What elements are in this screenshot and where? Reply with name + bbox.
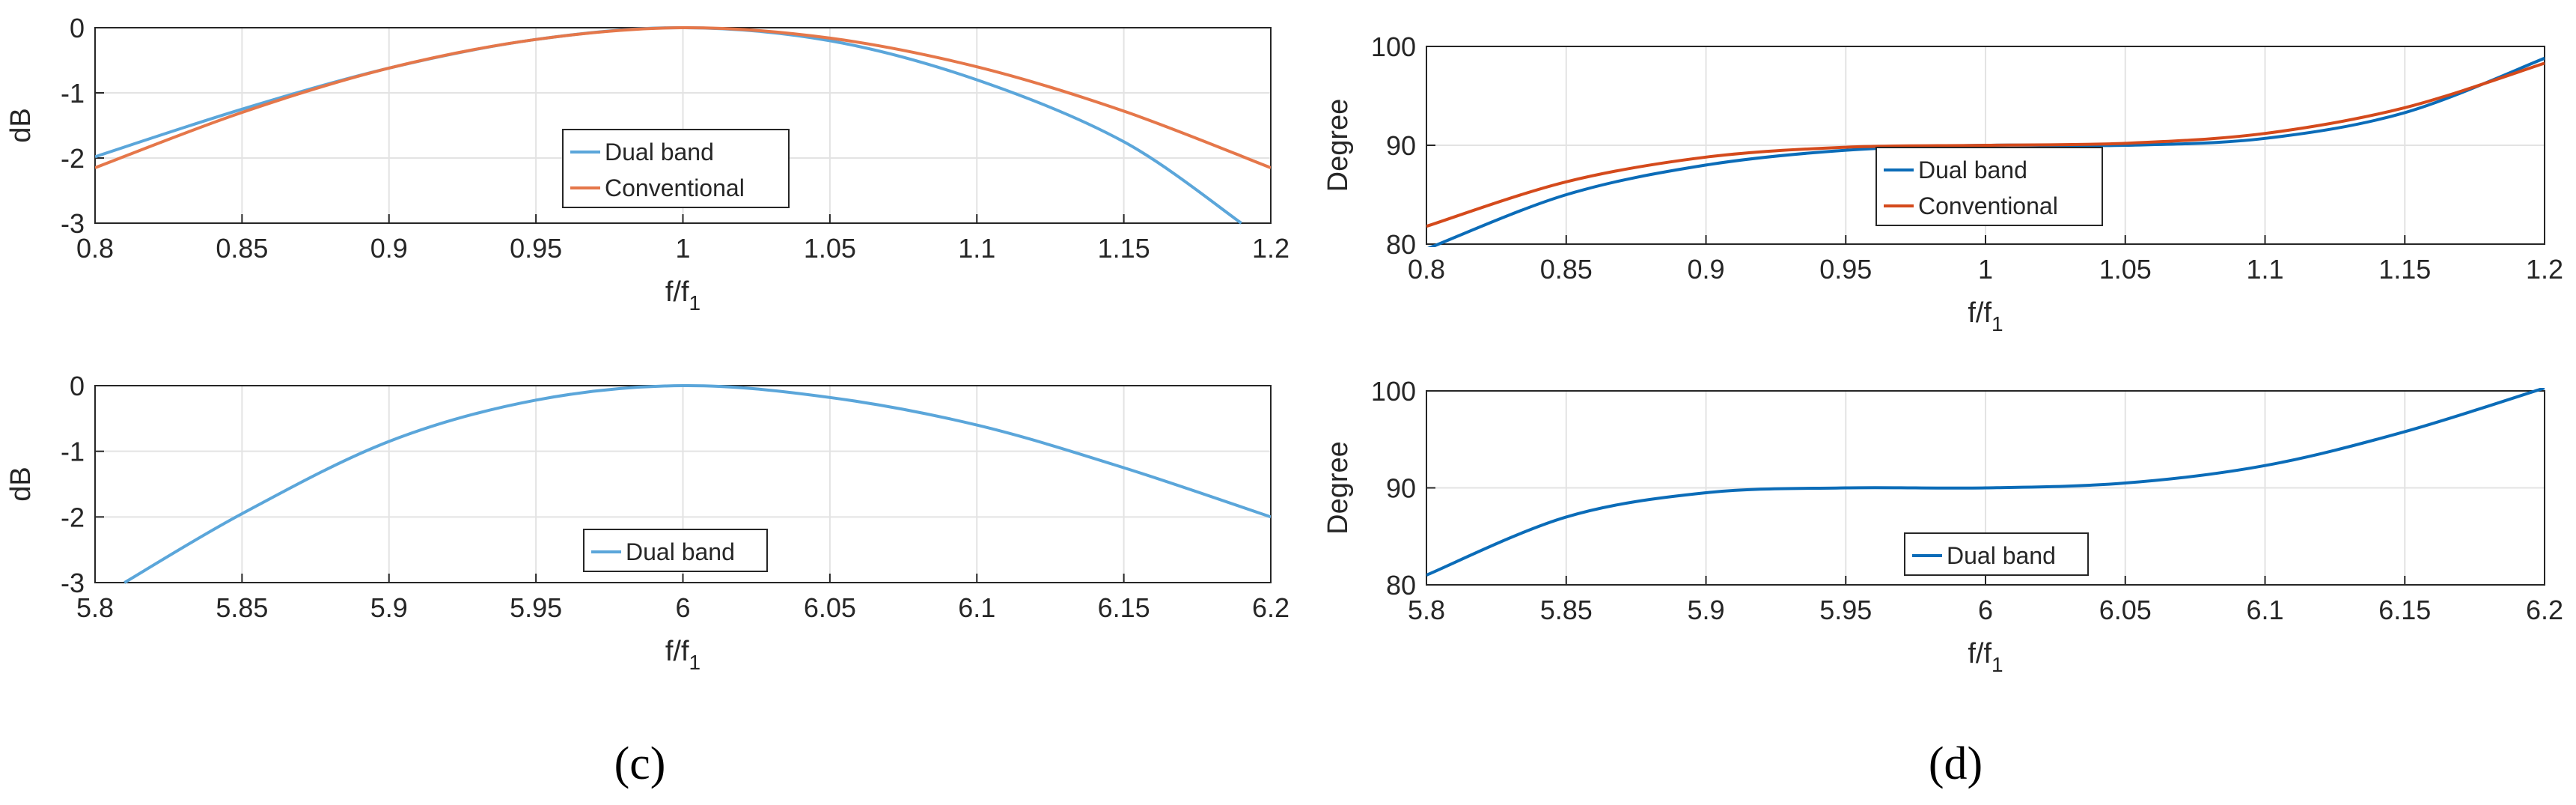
x-tick-label: 6.2	[2526, 595, 2563, 625]
x-tick-label: 1.2	[1252, 233, 1289, 264]
x-tick-label: 0.8	[1408, 254, 1445, 285]
y-tick-label: 0	[70, 13, 85, 43]
x-tick-label: 6.1	[958, 592, 995, 623]
y-tick-label: 90	[1386, 473, 1416, 504]
x-tick-label: 5.9	[1687, 595, 1724, 625]
x-axis-label: f/f1	[1968, 638, 2003, 676]
panel-label-c: (c)	[614, 738, 666, 789]
panel-label-d: (d)	[1929, 738, 1983, 789]
x-tick-label: 1.15	[1098, 233, 1150, 264]
y-axis-label: Degree	[1322, 99, 1354, 192]
y-axis-label: Degree	[1322, 441, 1354, 535]
y-tick-label: -2	[61, 143, 85, 174]
series-line-dual-band	[1426, 388, 2545, 577]
x-axis-label-subscript: 1	[689, 291, 701, 315]
axes-box	[1426, 390, 2545, 586]
legend: Dual band Conventional	[1875, 147, 2103, 226]
x-tick-label: 1.05	[2099, 254, 2152, 285]
x-tick-label: 1.15	[2378, 254, 2431, 285]
x-tick-label: 6.2	[1252, 592, 1289, 623]
x-tick-label: 0.95	[510, 233, 562, 264]
chart-d-bottom: 5.8 5.85 5.9 5.95 6 6.05 6.1 6.15 6.2 100 90 80 f/f1…	[1322, 376, 2563, 676]
x-axis-label: f/f1	[1968, 297, 2003, 335]
x-tick-label: 6.1	[2246, 595, 2283, 625]
x-tick-label: 0.8	[76, 233, 114, 264]
chart-c-top: 0.8 0.85 0.9 0.95 1 1.05 1.1 1.15 1.2 0 -1 -2 -3 f/f1…	[5, 13, 1289, 315]
legend-label: Dual band	[1947, 542, 2056, 569]
series-line-conventional	[1426, 61, 2545, 228]
chart-d-top: 0.8 0.85 0.9 0.95 1 1.05 1.1 1.15 1.2 100 90 80 f/f1…	[1322, 31, 2563, 335]
x-tick-label: 0.95	[1819, 254, 1872, 285]
legend-label: Conventional	[1918, 192, 2058, 219]
chart-c-bottom: 5.8 5.85 5.9 5.95 6 6.05 6.1 6.15 6.2 0 -1 -2 -3 f/f1…	[5, 371, 1289, 674]
x-tick-label: 1.2	[2526, 254, 2563, 285]
x-tick-label: 1.05	[804, 233, 856, 264]
x-tick-label: 5.8	[1408, 595, 1445, 625]
x-axis-label-subscript: 1	[689, 651, 701, 674]
legend-label: Dual band	[1918, 157, 2027, 183]
x-tick-label: 6	[1978, 595, 1993, 625]
x-tick-label: 5.85	[216, 592, 268, 623]
series-line-dual-band	[123, 383, 1271, 584]
x-tick-label: 5.9	[370, 592, 408, 623]
x-tick-label: 0.9	[370, 233, 408, 264]
x-tick-label: 1	[675, 233, 690, 264]
x-tick-label: 0.85	[216, 233, 268, 264]
y-axis-label: dB	[5, 467, 37, 501]
legend-box	[562, 129, 790, 208]
y-tick-label: -3	[61, 208, 85, 239]
x-tick-label: 6.15	[2378, 595, 2431, 625]
series-line-conventional	[95, 25, 1271, 169]
y-tick-label: 0	[70, 371, 85, 401]
legend: Dual band	[583, 529, 768, 572]
y-tick-label: -1	[61, 437, 85, 467]
legend: Dual band	[1904, 532, 2089, 576]
x-tick-label: 5.85	[1540, 595, 1593, 625]
y-tick-label: -1	[61, 78, 85, 109]
legend-label: Dual band	[626, 538, 735, 565]
x-tick-label: 1.1	[2246, 254, 2283, 285]
x-tick-label: 6.05	[2099, 595, 2152, 625]
x-tick-label: 1	[1978, 254, 1993, 285]
y-tick-label: 80	[1386, 229, 1416, 260]
x-tick-label: 0.9	[1687, 254, 1724, 285]
legend-box	[1875, 147, 2103, 226]
x-tick-label: 6	[675, 592, 690, 623]
y-tick-label: 100	[1371, 31, 1416, 62]
x-tick-label: 6.05	[804, 592, 856, 623]
x-tick-label: 0.85	[1540, 254, 1593, 285]
legend-label: Conventional	[605, 174, 745, 201]
x-axis-label-subscript: 1	[1991, 653, 2003, 676]
y-axis-label: dB	[5, 108, 37, 142]
y-tick-label: -3	[61, 568, 85, 598]
axes-box	[1426, 46, 2545, 245]
x-tick-label: 5.95	[1819, 595, 1872, 625]
x-axis-label: f/f1	[665, 636, 701, 674]
x-tick-label: 1.1	[958, 233, 995, 264]
y-tick-label: 100	[1371, 376, 1416, 407]
y-tick-label: -2	[61, 502, 85, 532]
x-axis-label-subscript: 1	[1991, 312, 2003, 335]
legend-label: Dual band	[605, 139, 714, 165]
legend: Dual band Conventional	[562, 129, 790, 208]
y-tick-label: 80	[1386, 570, 1416, 601]
x-tick-label: 6.15	[1098, 592, 1150, 623]
x-tick-label: 5.95	[510, 592, 562, 623]
x-axis-label: f/f1	[665, 276, 701, 315]
x-tick-label: 5.8	[76, 592, 114, 623]
y-tick-label: 90	[1386, 130, 1416, 161]
